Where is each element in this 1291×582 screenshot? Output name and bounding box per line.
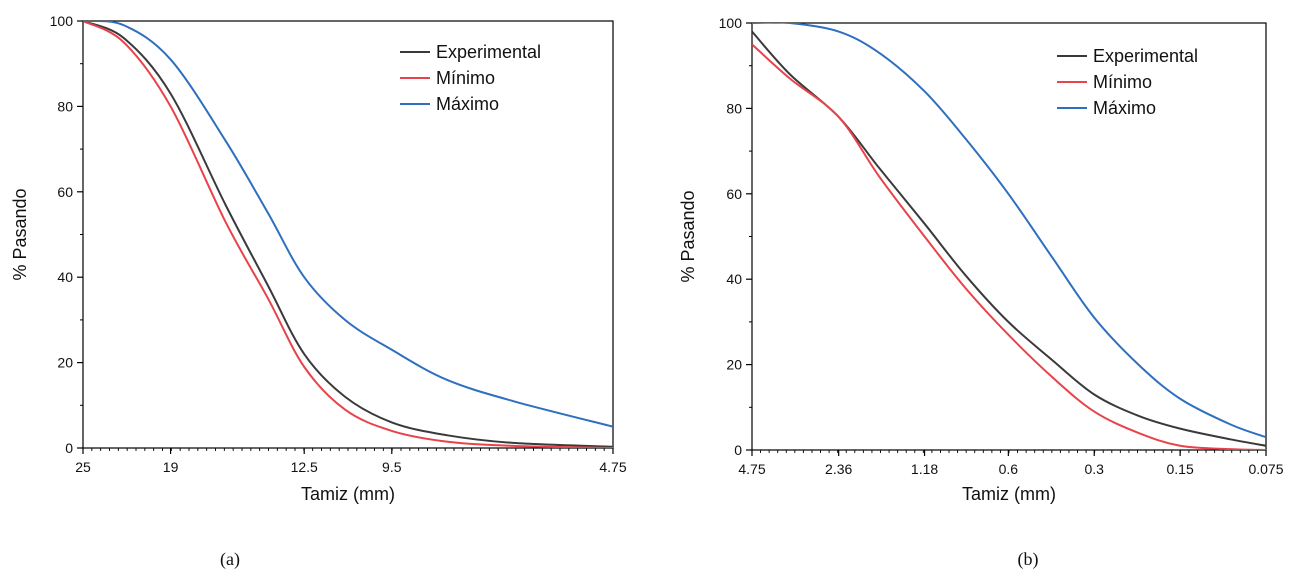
legend-label: Máximo [1093, 98, 1156, 118]
x-tick-label: 4.75 [599, 459, 626, 475]
y-axis-title: % Pasando [10, 188, 30, 280]
x-tick-label: 0.3 [1084, 461, 1104, 477]
y-tick-label: 0 [65, 440, 73, 456]
x-tick-label: 12.5 [291, 459, 318, 475]
series-line-máximo [752, 23, 1266, 439]
series-line-experimental [83, 21, 613, 448]
x-tick-label: 2.36 [825, 461, 852, 477]
series-line-mínimo [752, 43, 1266, 450]
legend-label: Experimental [436, 42, 541, 62]
x-tick-label: 1.18 [911, 461, 938, 477]
y-tick-label: 60 [57, 184, 73, 200]
x-tick-label: 9.5 [382, 459, 402, 475]
x-tick-label: 0.6 [999, 461, 1019, 477]
x-tick-label: 25 [75, 459, 91, 475]
y-tick-label: 100 [719, 15, 743, 31]
chart-panel-a: 0 20 40 60 80 100 25 19 12.5 9.5 4.75 Tamiz (mm) % P… [10, 13, 627, 570]
y-tick-label: 60 [726, 186, 742, 202]
legend-label: Experimental [1093, 46, 1198, 66]
series-line-experimental [752, 30, 1266, 447]
x-axis-title: Tamiz (mm) [301, 484, 395, 504]
y-tick-label: 80 [57, 98, 73, 114]
y-tick-label: 100 [50, 13, 74, 29]
chart-panel-b: 0 20 40 60 80 100 4.75 2.36 1.18 0.6 0.3 0.15 0.075 T… [678, 15, 1284, 570]
x-axis-title: Tamiz (mm) [962, 484, 1056, 504]
series-line-mínimo [83, 21, 613, 448]
y-tick-label: 40 [726, 271, 742, 287]
y-tick-label: 40 [57, 269, 73, 285]
plot-frame [751, 22, 1267, 451]
panel-caption: (b) [1018, 549, 1039, 570]
x-tick-label: 0.075 [1248, 461, 1283, 477]
y-tick-label: 80 [726, 100, 742, 116]
y-tick-label: 20 [57, 355, 73, 371]
x-tick-label: 19 [163, 459, 179, 475]
plot-frame [82, 20, 614, 449]
series-line-máximo [83, 21, 613, 428]
legend-label: Máximo [436, 94, 499, 114]
y-tick-label: 0 [734, 442, 742, 458]
legend-label: Mínimo [1093, 72, 1152, 92]
y-tick-label: 20 [726, 357, 742, 373]
panel-caption: (a) [220, 549, 240, 570]
x-tick-label: 4.75 [738, 461, 765, 477]
legend-label: Mínimo [436, 68, 495, 88]
y-axis-title: % Pasando [678, 190, 698, 282]
x-tick-label: 0.15 [1166, 461, 1193, 477]
